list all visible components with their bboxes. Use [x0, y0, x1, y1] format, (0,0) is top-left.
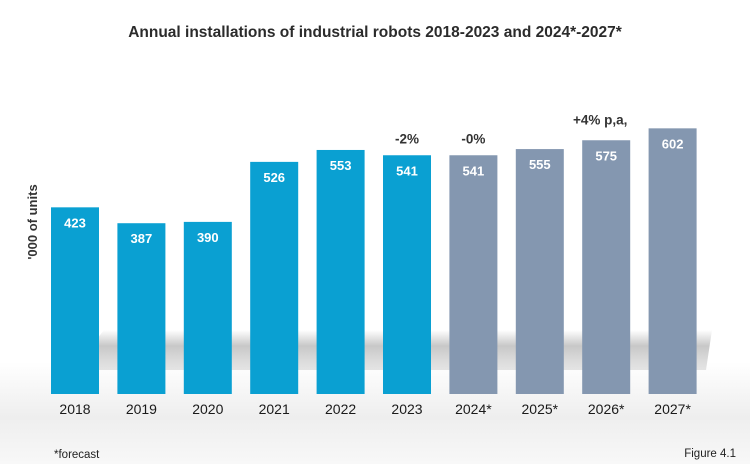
- growth-annotation: +4% p,a,: [573, 112, 627, 127]
- x-tick-label: 2023: [391, 401, 422, 417]
- x-tick-label: 2018: [59, 401, 90, 417]
- x-tick-label: 2026*: [588, 401, 625, 417]
- bar-2018: [51, 207, 99, 394]
- forecast-footnote: *forecast: [54, 449, 100, 461]
- bar-2026-forecast: [582, 140, 631, 394]
- x-tick-label: 2025*: [522, 401, 559, 417]
- y-axis-label: '000 of units: [25, 184, 40, 259]
- growth-annotation: -2%: [395, 131, 419, 146]
- bar-2020: [183, 221, 232, 394]
- data-label: 390: [197, 230, 219, 245]
- bar-2025-forecast: [515, 149, 564, 394]
- x-tick-label: 2019: [126, 401, 157, 417]
- bar-2021: [250, 161, 299, 394]
- data-label: 541: [463, 163, 485, 178]
- data-label: 555: [529, 157, 551, 172]
- x-tick-label: 2021: [259, 401, 290, 417]
- data-label: 575: [595, 148, 617, 163]
- bars-group: [51, 128, 697, 394]
- growth-annotation: -0%: [461, 131, 485, 146]
- data-label: 526: [263, 170, 285, 185]
- figure-label: Figure 4.1: [684, 448, 736, 460]
- bar-2027-forecast: [648, 128, 697, 394]
- x-tick-label: 2020: [192, 401, 223, 417]
- chart-title: Annual installations of industrial robot…: [128, 24, 623, 41]
- bar-2023: [383, 155, 431, 394]
- data-label: 553: [330, 158, 352, 173]
- bar-2024-forecast: [449, 155, 498, 394]
- data-label: 602: [662, 136, 684, 151]
- bar-2022: [316, 149, 365, 394]
- data-label: 541: [396, 163, 418, 178]
- x-tick-label: 2027*: [654, 401, 691, 417]
- labels-group: 423 2018 387 2019 390 2020 526 2021 553 2022 541 20…: [59, 112, 691, 417]
- x-tick-label: 2024*: [455, 401, 492, 417]
- x-tick-label: 2022: [325, 401, 356, 417]
- bar-2019: [117, 223, 166, 394]
- data-label: 423: [64, 215, 86, 230]
- data-label: 387: [131, 231, 153, 246]
